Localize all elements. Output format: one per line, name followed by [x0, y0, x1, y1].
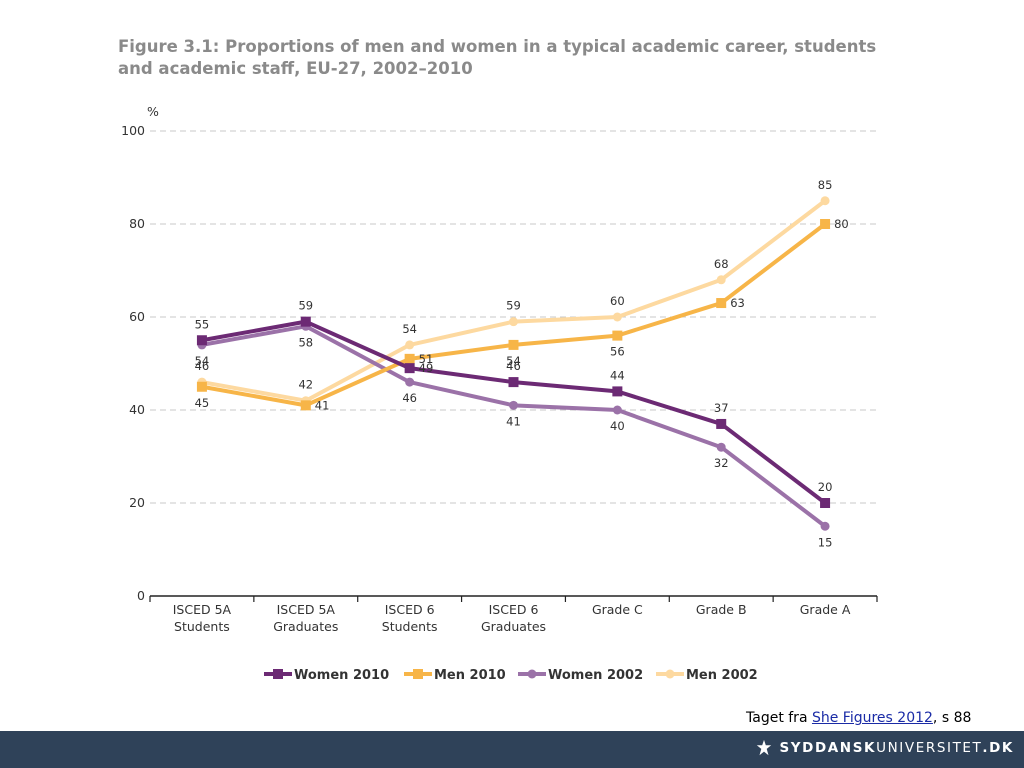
data-label-women-2010: 49 [419, 361, 434, 375]
legend-label-women-2010: Women 2010 [294, 668, 389, 683]
point-men-2002 [716, 275, 726, 285]
point-women-2002 [509, 400, 518, 410]
data-label-women-2002: 15 [818, 535, 833, 549]
y-tick-label: 60 [129, 309, 145, 324]
data-label-women-2002: 54 [195, 354, 210, 368]
point-men-2002 [405, 340, 415, 350]
seal-icon [757, 739, 772, 756]
y-axis-unit-label: % [147, 104, 159, 119]
x-tick-label: Grade B [696, 602, 747, 617]
data-label-women-2002: 41 [506, 414, 521, 428]
point-women-2002 [612, 405, 622, 415]
point-men-2010 [508, 339, 519, 350]
figure-label: Figure 3.1: [118, 37, 220, 56]
x-tick-label: ISCED 6 [489, 602, 539, 617]
data-label-men-2010: 41 [315, 398, 330, 412]
data-label-women-2002: 46 [402, 391, 417, 405]
source-link[interactable]: She Figures 2012 [811, 710, 933, 726]
point-women-2002 [405, 377, 415, 387]
legend-swatch-marker-women-2002 [527, 669, 537, 679]
point-men-2002 [509, 317, 518, 327]
y-tick-label: 0 [137, 588, 145, 603]
x-tick-label: Graduates [273, 619, 338, 634]
legend-swatch-marker-women-2010 [273, 669, 283, 679]
data-label-women-2002: 58 [298, 335, 313, 349]
data-label-men-2010: 45 [195, 396, 210, 410]
data-label-men-2010: 63 [730, 296, 745, 310]
point-women-2010 [196, 335, 207, 346]
x-tick-label: Students [174, 619, 230, 634]
point-women-2010 [508, 377, 519, 388]
figure-title: Figure 3.1: Proportions of men and women… [118, 36, 878, 80]
data-label-men-2002: 68 [714, 257, 729, 271]
x-tick-label: ISCED 6 [385, 602, 435, 617]
point-men-2010 [820, 219, 831, 229]
data-label-men-2002: 54 [402, 322, 417, 336]
data-label-men-2002: 85 [818, 178, 833, 192]
source-prefix: Taget fra [746, 710, 812, 726]
grid-layer [150, 130, 877, 504]
data-label-women-2010: 37 [714, 401, 729, 415]
data-label-men-2010: 56 [610, 345, 625, 359]
footer-bar: SYDDANSK UNIVERSITET .DK [0, 731, 1024, 768]
point-men-2010 [612, 330, 623, 341]
logo-text-tld: .DK [982, 740, 1014, 756]
line-chart: 0 20 40 60 80 100% ISCED 5A Students ISCED 5A Gra… [121, 104, 878, 683]
source-suffix: , s 88 [932, 710, 972, 726]
point-women-2010 [612, 386, 623, 397]
series-layer [196, 196, 831, 531]
axis-layer: 0 20 40 60 80 100% ISCED 5A Students ISCED 5A Gra… [121, 104, 878, 634]
y-tick-label: 20 [129, 495, 145, 510]
data-label-men-2002: 46 [195, 359, 210, 373]
data-label-layer: 46 42 54 59 60 68 85 54 58 46 41 40 32 15 45 41 51 54 56 63… [195, 178, 849, 550]
data-label-women-2010: 59 [298, 299, 313, 313]
data-label-men-2010: 80 [834, 217, 849, 231]
point-men-2010 [404, 353, 415, 364]
x-tick-label: Grade A [800, 602, 851, 617]
data-label-men-2002: 59 [506, 299, 521, 313]
point-men-2010 [300, 400, 311, 411]
data-label-men-2002: 60 [610, 294, 625, 308]
y-tick-label: 40 [129, 402, 145, 417]
x-tick-label: Students [382, 619, 438, 634]
data-label-women-2002: 32 [714, 456, 729, 470]
point-women-2010 [404, 363, 415, 374]
point-women-2002 [716, 442, 726, 452]
logo-text-light: UNIVERSITET [876, 740, 983, 756]
point-women-2010 [716, 418, 727, 429]
x-tick-label: ISCED 5A [173, 602, 232, 617]
data-label-men-2010: 51 [419, 352, 434, 366]
legend-swatch-marker-men-2010 [413, 669, 423, 679]
data-label-women-2010: 55 [195, 317, 210, 331]
data-label-women-2010: 44 [610, 368, 625, 382]
data-label-women-2010: 20 [818, 480, 833, 494]
point-men-2002 [612, 312, 622, 322]
data-label-women-2010: 46 [506, 359, 521, 373]
legend-label-women-2002: Women 2002 [548, 668, 643, 683]
data-label-women-2002: 40 [610, 419, 625, 433]
point-men-2010 [716, 298, 727, 309]
legend: Women 2010 Men 2010 Women 2002 Men 2002 [264, 668, 758, 683]
data-label-men-2010: 54 [506, 354, 521, 368]
x-tick-label: Graduates [481, 619, 546, 634]
y-tick-label: 100 [121, 123, 145, 138]
point-women-2010 [300, 316, 311, 327]
y-tick-label: 80 [129, 216, 145, 231]
x-tick-label: Grade C [592, 602, 643, 617]
university-logo[interactable]: SYDDANSK UNIVERSITET .DK [755, 739, 1014, 757]
point-women-2010 [820, 498, 831, 508]
legend-label-men-2002: Men 2002 [686, 668, 758, 683]
logo-text-bold: SYDDANSK [779, 740, 877, 756]
source-citation: Taget fra She Figures 2012, s 88 [746, 710, 971, 726]
point-men-2010 [196, 381, 207, 392]
point-women-2002 [820, 521, 830, 531]
x-tick-label: ISCED 5A [277, 602, 336, 617]
legend-label-men-2010: Men 2010 [434, 668, 506, 683]
point-men-2002 [820, 196, 830, 206]
figure-caption: Proportions of men and women in a typica… [118, 37, 877, 78]
data-label-men-2002: 42 [298, 378, 313, 392]
legend-swatch-marker-men-2002 [665, 669, 675, 679]
